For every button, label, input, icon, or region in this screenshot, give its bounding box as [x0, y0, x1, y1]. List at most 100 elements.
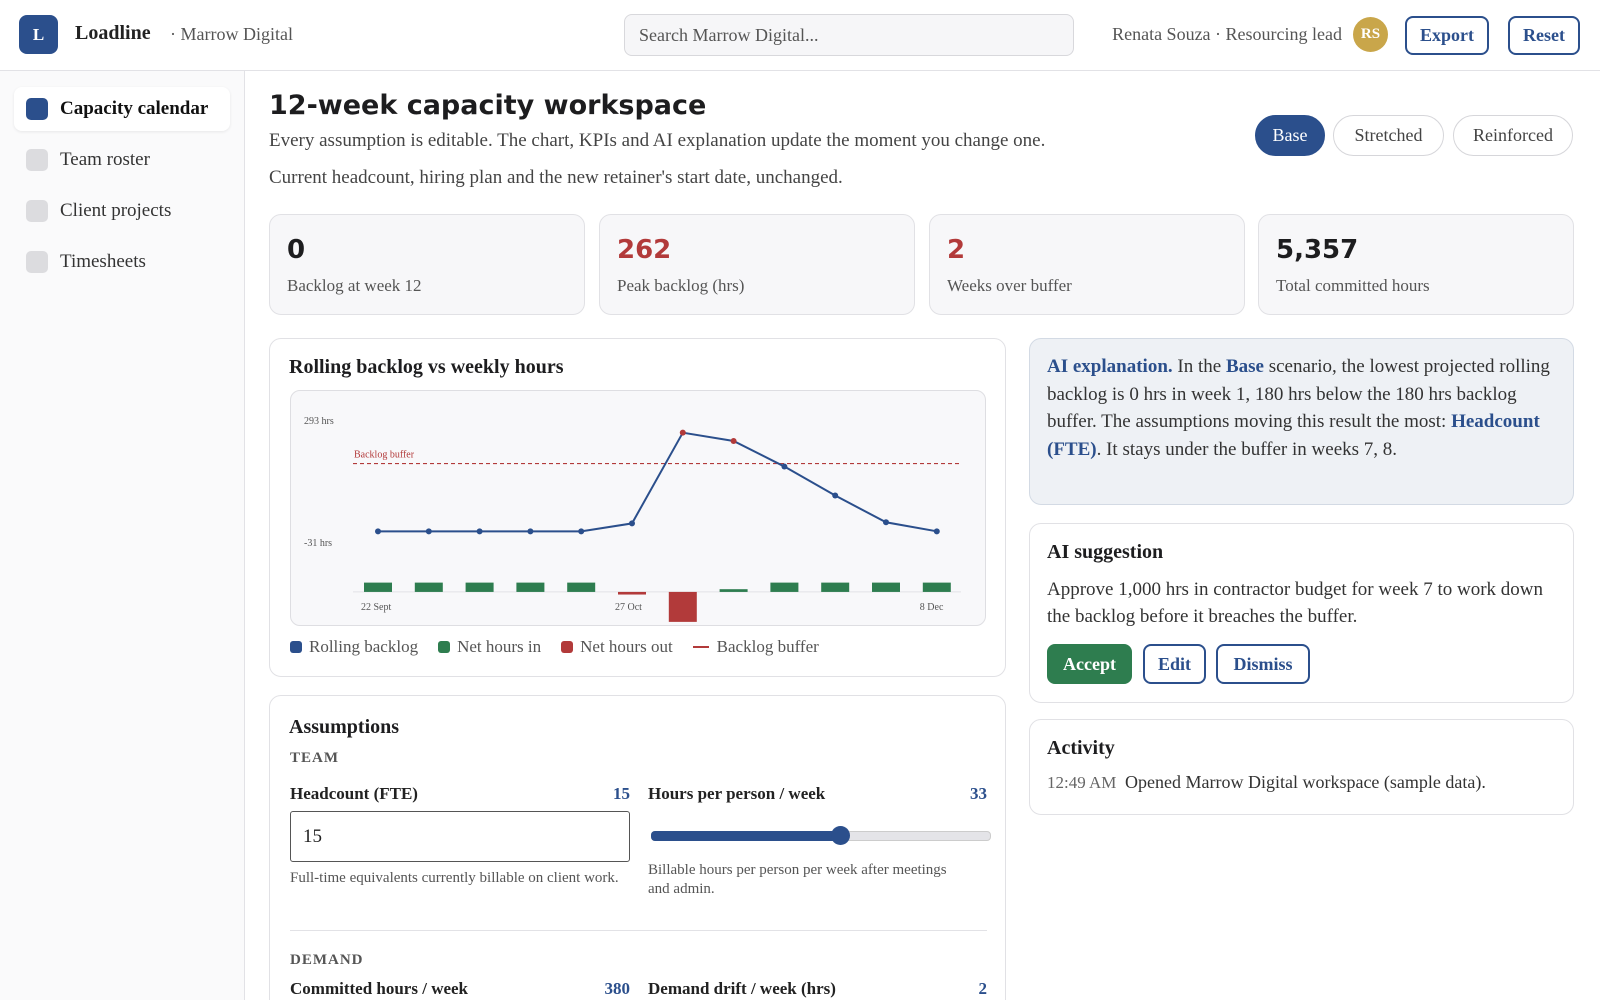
- field-label: Committed hours / week: [290, 979, 469, 998]
- text: In the: [1172, 356, 1226, 377]
- bar: [770, 582, 799, 592]
- org-name: · Marrow Digital: [170, 24, 293, 44]
- ai-explanation: AI explanation. In the Base scenario, th…: [1029, 338, 1574, 505]
- logo: L: [19, 15, 58, 54]
- card-title: Assumptions: [289, 716, 400, 738]
- nav-label: Client projects: [60, 200, 172, 221]
- point: [476, 528, 483, 535]
- user-name: Renata Souza · Resourcing lead: [1112, 24, 1342, 44]
- field-value: 2: [978, 979, 988, 998]
- kpi-card: 0 Backlog at week 12: [269, 214, 585, 315]
- point: [527, 528, 534, 535]
- activity-time: 12:49 AM: [1047, 773, 1117, 792]
- nav-item[interactable]: Timesheets: [14, 240, 230, 284]
- kpi-label: Total committed hours: [1276, 276, 1430, 295]
- kpi-card: 262 Peak backlog (hrs): [599, 214, 915, 315]
- activity-text: Opened Marrow Digital workspace (sample …: [1125, 772, 1486, 792]
- legend-swatch: [561, 641, 574, 653]
- suggestion-text: Approve 1,000 hrs in contractor budget f…: [1047, 579, 1543, 627]
- nav-label: Team roster: [60, 149, 150, 170]
- field-value: 380: [604, 979, 631, 998]
- page-title: 12-week capacity workspace: [269, 90, 707, 121]
- bar: [465, 582, 494, 592]
- bar: [922, 582, 951, 592]
- slider-knob[interactable]: [831, 826, 850, 845]
- field-value: 33: [970, 784, 987, 803]
- edit-button[interactable]: Edit: [1143, 644, 1206, 684]
- bar: [414, 582, 443, 592]
- text: . It stays under the buffer in weeks 7, …: [1096, 438, 1398, 460]
- top-bar: L Loadline · Marrow Digital Search Marro…: [0, 0, 1600, 71]
- bar: [668, 591, 697, 622]
- bar: [821, 582, 850, 592]
- kpi-value: 262: [617, 235, 672, 265]
- legend-label: Net hours in: [457, 637, 542, 656]
- nav-icon: [26, 251, 48, 273]
- ai-suggestion: AI suggestion Approve 1,000 hrs in contr…: [1029, 523, 1574, 703]
- activity: Activity 12:49 AM Opened Marrow Digital …: [1029, 719, 1574, 815]
- point: [730, 437, 737, 444]
- headcount-input[interactable]: 15: [290, 811, 630, 862]
- scenario-pill[interactable]: Reinforced: [1453, 115, 1573, 156]
- nav-item[interactable]: Capacity calendar: [14, 87, 230, 131]
- point: [832, 492, 839, 499]
- scenario-pill[interactable]: Base: [1255, 115, 1325, 156]
- nav-item[interactable]: Team roster: [14, 138, 230, 182]
- nav-item[interactable]: Client projects: [14, 189, 230, 233]
- kpi-label: Weeks over buffer: [947, 276, 1072, 295]
- sidebar: Capacity calendar Team roster Client proje…: [0, 71, 245, 1000]
- bar: [872, 582, 900, 592]
- field-help: Full-time equivalents currently billable…: [290, 870, 619, 886]
- legend-label: Net hours out: [580, 637, 673, 656]
- kpi-value: 2: [947, 235, 966, 265]
- avatar[interactable]: RS: [1353, 17, 1388, 52]
- x-tick-label: 8 Dec: [920, 602, 944, 613]
- scenario-pill[interactable]: Stretched: [1333, 115, 1444, 156]
- accept-button[interactable]: Accept: [1047, 644, 1132, 684]
- legend-label: Rolling backlog: [309, 637, 419, 656]
- scenario-note: Current headcount, hiring plan and the n…: [269, 167, 843, 188]
- driver-name: Headcount (FTE): [1047, 411, 1540, 460]
- export-button[interactable]: Export: [1405, 16, 1489, 55]
- point: [679, 429, 686, 436]
- field-label: Headcount (FTE): [290, 784, 418, 803]
- kpi-value: 0: [287, 235, 306, 265]
- subtitle: Every assumption is editable. The chart,…: [269, 130, 1046, 151]
- explanation-text: AI explanation. In the Base scenario, th…: [1047, 353, 1556, 463]
- kpi-card: 2 Weeks over buffer: [929, 214, 1245, 315]
- nav-icon: [26, 149, 48, 171]
- chart-frame: 293 hrs -31 hrs Backlog buffer 22 Sept 27 Oc…: [290, 390, 986, 626]
- backlog-line: [378, 431, 937, 533]
- app-name: Loadline: [75, 22, 151, 44]
- legend-swatch: [290, 641, 302, 653]
- nav-icon: [26, 200, 48, 222]
- reset-button[interactable]: Reset: [1508, 16, 1580, 55]
- nav-icon: [26, 98, 48, 120]
- legend-item: Net hours in: [438, 637, 541, 657]
- field-value: 15: [613, 784, 630, 803]
- field-label: Hours per person / week: [648, 784, 826, 803]
- assumptions: Assumptions TEAM Headcount (FTE) 15 15 F…: [269, 695, 1006, 1000]
- bar: [364, 582, 392, 592]
- kpi-label: Peak backlog (hrs): [617, 276, 745, 295]
- legend-item: Backlog buffer: [692, 637, 819, 657]
- section-heading: DEMAND: [290, 952, 364, 968]
- search-box[interactable]: Search Marrow Digital...: [624, 14, 1074, 56]
- kpi-card: 5,357 Total committed hours: [1258, 214, 1574, 315]
- field-help: Billable hours per person per week after…: [648, 862, 947, 897]
- y-tick-label: -31 hrs: [304, 538, 332, 549]
- y-tick-label: 293 hrs: [304, 416, 334, 427]
- divider: [290, 930, 987, 931]
- legend-item: Net hours out: [561, 637, 673, 657]
- legend-swatch: [438, 641, 451, 653]
- explanation-lead: AI explanation.: [1047, 356, 1173, 377]
- point: [375, 528, 381, 535]
- legend-item: Rolling backlog: [290, 637, 418, 657]
- kpi-value: 5,357: [1276, 235, 1359, 265]
- bar: [719, 589, 748, 592]
- bar: [618, 591, 646, 595]
- point: [578, 528, 585, 535]
- dismiss-button[interactable]: Dismiss: [1216, 644, 1310, 684]
- section-heading: TEAM: [290, 750, 339, 766]
